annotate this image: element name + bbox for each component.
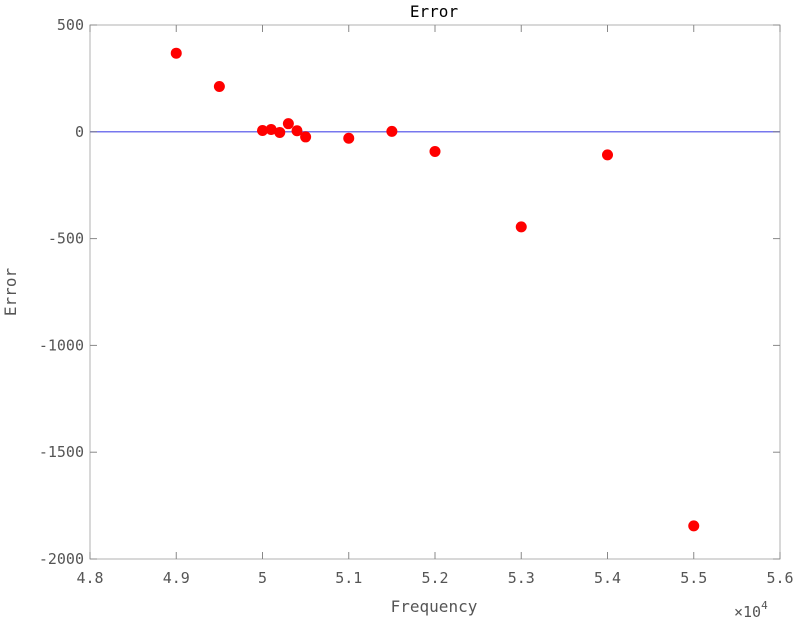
x-tick-label: 5.2 xyxy=(421,569,448,587)
y-tick-label: -500 xyxy=(48,230,84,248)
x-tick-label: 5.5 xyxy=(680,569,707,587)
y-tick-label: -1000 xyxy=(39,336,84,354)
x-exponent-power: 4 xyxy=(761,599,768,612)
data-point xyxy=(213,81,225,93)
x-tick-label: 5 xyxy=(258,569,267,587)
data-point xyxy=(300,131,312,143)
x-tick-label: 4.8 xyxy=(76,569,103,587)
data-point xyxy=(602,149,613,161)
data-point xyxy=(170,47,182,59)
x-tick-label: 5.6 xyxy=(766,569,793,587)
x-axis-label: Frequency xyxy=(391,597,478,616)
y-tick-label: -2000 xyxy=(39,550,84,568)
x-tick-label: 5.4 xyxy=(594,569,621,587)
x-tick-label: 5.3 xyxy=(508,569,535,587)
data-point xyxy=(257,125,268,137)
y-tick-label: 0 xyxy=(75,123,84,141)
x-axis-exponent: ×104 xyxy=(734,599,768,620)
data-point xyxy=(429,145,441,157)
data-point xyxy=(282,118,294,130)
data-point xyxy=(265,123,277,135)
data-point xyxy=(343,132,355,144)
x-exponent-base: ×10 xyxy=(734,603,761,620)
data-point xyxy=(274,126,286,138)
y-axis-label: Error xyxy=(1,268,20,317)
data-point xyxy=(515,221,527,233)
x-tick-label: 4.9 xyxy=(163,569,190,587)
data-point xyxy=(291,125,303,137)
y-tick-label: -1500 xyxy=(39,443,84,461)
y-tick-label: 500 xyxy=(57,16,84,34)
plot-area xyxy=(89,24,781,560)
x-tick-label: 5.1 xyxy=(335,569,362,587)
data-point xyxy=(688,520,700,532)
chart-title: Error xyxy=(410,2,459,21)
data-point xyxy=(386,125,398,137)
